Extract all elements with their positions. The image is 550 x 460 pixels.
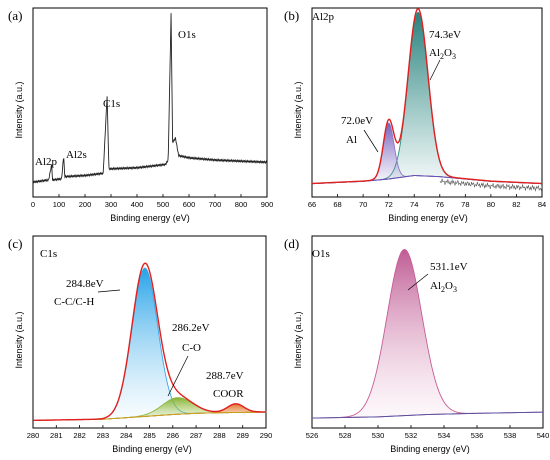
x-tick-label: 526: [306, 431, 319, 440]
x-tick-label: 280: [27, 431, 40, 440]
x-tick-label: 900: [261, 200, 274, 209]
panel-b-peaks: [311, 11, 543, 185]
panel-b-ylabel: Intensity (a.u.): [293, 81, 303, 138]
panel-a-ticks: 0 100 200 300 400 500 600 700 800 900: [31, 194, 273, 209]
x-tick-label: 800: [235, 200, 248, 209]
panel-b-ticks: 66 68 70 72 74 76 78 80 82 84: [308, 194, 546, 209]
x-tick-label: 528: [339, 431, 352, 440]
panel-b-letter: (b): [284, 8, 299, 23]
panel-b-frame: [311, 7, 543, 198]
x-tick-label: 82: [512, 200, 520, 209]
panel-b-peak1-pointer: [429, 59, 441, 81]
panel-b-xlabel: Binding energy (eV): [388, 213, 468, 223]
x-tick-label: 300: [105, 200, 118, 209]
panel-b-peak1-species: Al2O3: [429, 47, 456, 61]
x-tick-label: 540: [537, 431, 550, 440]
x-tick-label: 281: [50, 431, 63, 440]
x-tick-label: 290: [260, 431, 273, 440]
x-tick-label: 700: [209, 200, 222, 209]
panel-c-peak1-pointer: [97, 289, 121, 293]
panel-b: (b) Al2p Intensity (a.u.) Binding energy…: [284, 7, 546, 223]
panel-c-peak3-species: COOR: [213, 388, 244, 400]
x-tick-label: 530: [372, 431, 385, 440]
x-tick-label: 68: [333, 200, 341, 209]
panel-b-envelope: [311, 8, 543, 185]
x-tick-label: 536: [471, 431, 484, 440]
panel-c: (c) C1s Intensity (a.u.) Binding energy …: [8, 235, 273, 454]
panel-c-peak2-energy: 286.2eV: [172, 322, 210, 334]
x-tick-label: 289: [236, 431, 249, 440]
panel-c-letter: (c): [8, 236, 22, 251]
x-tick-label: 600: [183, 200, 196, 209]
panel-b-title: Al2p: [312, 11, 335, 23]
panel-b-peak1-energy: 74.3eV: [429, 29, 461, 41]
panel-a: (a) Intensity (a.u.) Binding energy (eV)…: [8, 7, 273, 223]
panel-c-ylabel: Intensity (a.u.): [14, 311, 24, 368]
panel-b-peak2-species: Al: [346, 134, 357, 146]
panel-a-survey-line: [32, 13, 268, 185]
x-tick-label: 100: [53, 200, 66, 209]
x-tick-label: 286: [167, 431, 180, 440]
panel-a-letter: (a): [8, 8, 22, 23]
panel-b-peak2-pointer: [363, 129, 379, 153]
peak-component: [311, 11, 543, 185]
panel-a-frame: [32, 7, 268, 198]
panel-c-peak1-energy: 284.8eV: [66, 278, 104, 290]
panel-c-peak2-species: C-O: [182, 342, 201, 354]
panel-c-peak1-species: C-C/C-H: [54, 296, 94, 308]
panel-b-raw-data: [439, 178, 543, 192]
x-tick-label: 80: [487, 200, 495, 209]
x-tick-label: 538: [504, 431, 517, 440]
panel-c-envelope: [32, 262, 266, 422]
x-tick-label: 84: [538, 200, 546, 209]
panel-c-peak3-energy: 288.7eV: [206, 370, 244, 382]
x-tick-label: 0: [31, 200, 35, 209]
panel-d-frame: [311, 235, 544, 429]
panel-d-peak1-pointer: [407, 273, 429, 291]
x-tick-label: 283: [97, 431, 110, 440]
panel-d-title: O1s: [312, 248, 330, 260]
panel-d-letter: (d): [284, 236, 299, 251]
panel-d-ticks: 526 528 530 532 534 536 538 540: [306, 425, 550, 440]
x-tick-label: 76: [436, 200, 444, 209]
x-tick-label: 532: [405, 431, 418, 440]
x-tick-label: 70: [359, 200, 367, 209]
x-tick-label: 72: [384, 200, 392, 209]
panel-c-title: C1s: [40, 248, 57, 260]
panel-a-label-al2p: Al2p: [35, 156, 58, 168]
panel-d-baseline: [311, 411, 544, 419]
x-tick-label: 284: [120, 431, 133, 440]
x-tick-label: 288: [213, 431, 226, 440]
panel-d-peak1-energy: 531.1eV: [430, 261, 468, 273]
x-tick-label: 400: [131, 200, 144, 209]
panel-a-xlabel: Binding energy (eV): [110, 213, 190, 223]
panel-a-label-al2s: Al2s: [66, 149, 87, 161]
panel-d-peak1-species: Al2O3: [430, 280, 457, 294]
panel-c-peak2-pointer: [167, 355, 189, 397]
x-tick-label: 287: [190, 431, 203, 440]
panel-a-ylabel: Intensity (a.u.): [14, 81, 24, 138]
x-tick-label: 66: [308, 200, 316, 209]
x-tick-label: 534: [438, 431, 451, 440]
panel-d-xlabel: Binding energy (eV): [390, 444, 470, 454]
x-tick-label: 74: [410, 200, 418, 209]
panel-a-label-o1s: O1s: [178, 29, 196, 41]
x-tick-label: 500: [157, 200, 170, 209]
x-tick-label: 200: [79, 200, 92, 209]
x-tick-label: 285: [143, 431, 156, 440]
panel-c-ticks: 280 281 282 283 284 285 286 287 288 289 290: [27, 425, 273, 440]
panel-c-xlabel: Binding energy (eV): [112, 444, 192, 454]
panel-a-label-c1s: C1s: [103, 98, 120, 110]
x-tick-label: 78: [461, 200, 469, 209]
panel-d-ylabel: Intensity (a.u.): [293, 311, 303, 368]
x-tick-label: 282: [73, 431, 86, 440]
panel-d: (d) O1s Intensity (a.u.) Binding energy …: [284, 235, 550, 454]
panel-b-peak2-energy: 72.0eV: [341, 115, 373, 127]
